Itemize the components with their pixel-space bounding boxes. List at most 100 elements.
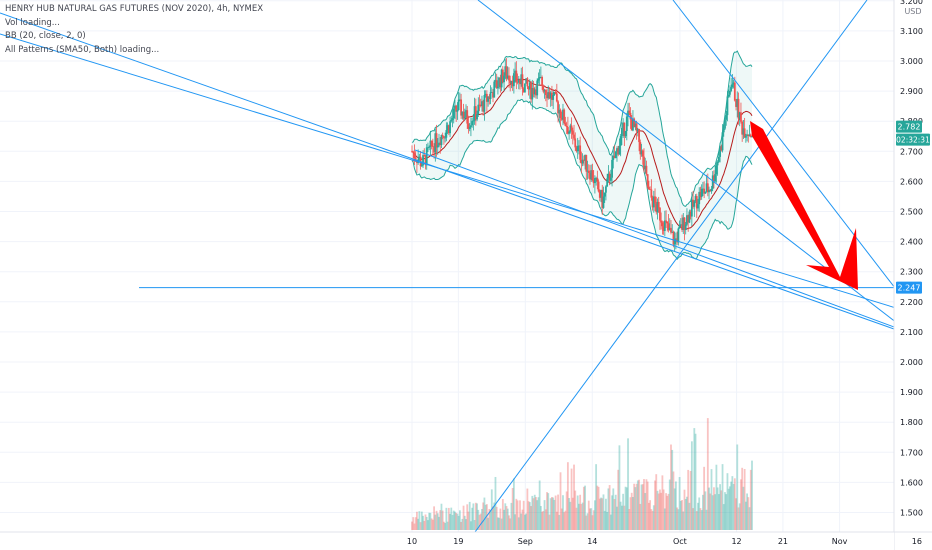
candle-body <box>643 156 645 170</box>
volume-bar <box>690 441 693 530</box>
candle-body <box>589 172 591 180</box>
candle-body <box>543 90 546 92</box>
volume-bar <box>688 502 691 530</box>
volume-bar <box>573 464 575 530</box>
volume-bar <box>559 472 562 530</box>
volume-bar <box>682 511 685 530</box>
price-tick-label: 2.500 <box>900 208 923 217</box>
candle-body <box>746 134 748 137</box>
candle-body <box>634 123 637 127</box>
candle-body <box>603 192 606 197</box>
price-tick-label: 3.000 <box>900 57 923 66</box>
candle-body <box>651 197 654 208</box>
volume-bar <box>627 438 629 530</box>
volume-bar <box>541 511 544 530</box>
candle-body <box>692 199 694 207</box>
candle-body <box>435 133 438 148</box>
red-arrow-drawing[interactable] <box>750 121 858 290</box>
volume-bar <box>466 504 469 530</box>
volume-bar <box>530 506 532 530</box>
trendline[interactable] <box>0 12 895 330</box>
trendline[interactable] <box>474 0 868 533</box>
volume-bar <box>574 490 577 530</box>
candle-body <box>720 146 723 151</box>
candle-body <box>562 109 564 120</box>
volume-bar <box>505 506 508 530</box>
time-tick-label: 12 <box>731 537 741 546</box>
trendline[interactable] <box>672 0 932 337</box>
candle-body <box>440 135 443 146</box>
volume-bar <box>748 507 751 530</box>
trendline[interactable] <box>0 33 932 320</box>
candle-body <box>717 156 720 162</box>
candle-body <box>498 77 501 87</box>
candle-body <box>482 101 485 112</box>
candle-body <box>576 146 579 152</box>
candle-body <box>679 224 682 226</box>
volume-bar <box>503 509 505 530</box>
candle-body <box>454 105 456 109</box>
volume-bar <box>549 498 552 530</box>
candle-body <box>699 191 702 198</box>
patterns-indicator-label[interactable]: All Patterns (SMA50, Both) loading... <box>5 44 160 55</box>
volume-bar <box>440 503 443 530</box>
volume-bar <box>609 514 612 530</box>
candle-body <box>681 224 683 230</box>
trendline[interactable] <box>477 0 932 351</box>
candle-body <box>575 147 578 152</box>
time-tick-label: 14 <box>587 537 597 546</box>
volume-bar <box>607 488 610 530</box>
trendline[interactable] <box>414 149 932 342</box>
time-axis[interactable]: 10 19 Sep 14 Oct 12 21 Nov 16 <box>0 531 932 550</box>
candle-body <box>493 81 496 98</box>
volume-bar <box>471 507 474 530</box>
volume-indicator-label[interactable]: Vol loading... <box>5 17 60 28</box>
red-arrow[interactable] <box>750 121 858 290</box>
price-axis[interactable]: USD 3.2003.1003.0002.9002.8002.7002.6002… <box>893 0 932 550</box>
candle-body <box>420 165 423 167</box>
volume-bar <box>630 492 633 530</box>
trendlines[interactable] <box>0 0 932 533</box>
candle-body <box>674 238 677 240</box>
bollinger-bands <box>411 50 753 261</box>
candle-body <box>629 112 632 120</box>
candle-body <box>578 145 580 147</box>
volume-bar <box>568 498 571 530</box>
volume-bar <box>495 506 498 530</box>
candle-body <box>704 191 707 194</box>
volume-bar <box>619 501 622 530</box>
symbol-title[interactable]: HENRY HUB NATURAL GAS FUTURES (NOV 2020)… <box>5 4 264 14</box>
candle-body <box>555 93 558 102</box>
volume-bar <box>697 502 699 530</box>
candle-body <box>574 138 577 148</box>
price-badges: 2.782 02:32:31 2.247 <box>896 120 930 294</box>
volume-bar <box>454 511 456 530</box>
candle-body <box>741 121 744 135</box>
candle-body <box>678 224 681 229</box>
candle-body <box>654 196 656 204</box>
volume-bar <box>617 469 620 530</box>
volume-bar <box>558 514 561 530</box>
volume-bar <box>435 510 438 530</box>
bollinger-indicator-label[interactable]: BB (20, close, 2, 0) <box>5 31 86 41</box>
candle-body <box>627 110 629 117</box>
volume-bar <box>601 498 604 530</box>
candle-body <box>489 92 492 99</box>
volume-bar <box>678 477 681 530</box>
candle-body <box>472 120 475 122</box>
volume-bar <box>672 471 675 530</box>
candle-body <box>641 150 644 157</box>
volume-bar <box>563 512 566 530</box>
candle-body <box>548 92 551 99</box>
candle-body <box>672 231 675 245</box>
volume-bar <box>616 506 618 530</box>
candle-body <box>538 77 541 79</box>
candle-body <box>492 92 494 98</box>
candle-body <box>505 66 508 79</box>
candle-body <box>690 199 693 217</box>
candle-body <box>539 77 542 78</box>
volume-bar <box>589 508 591 530</box>
volume-bar <box>716 487 719 530</box>
candle-body <box>452 108 455 119</box>
